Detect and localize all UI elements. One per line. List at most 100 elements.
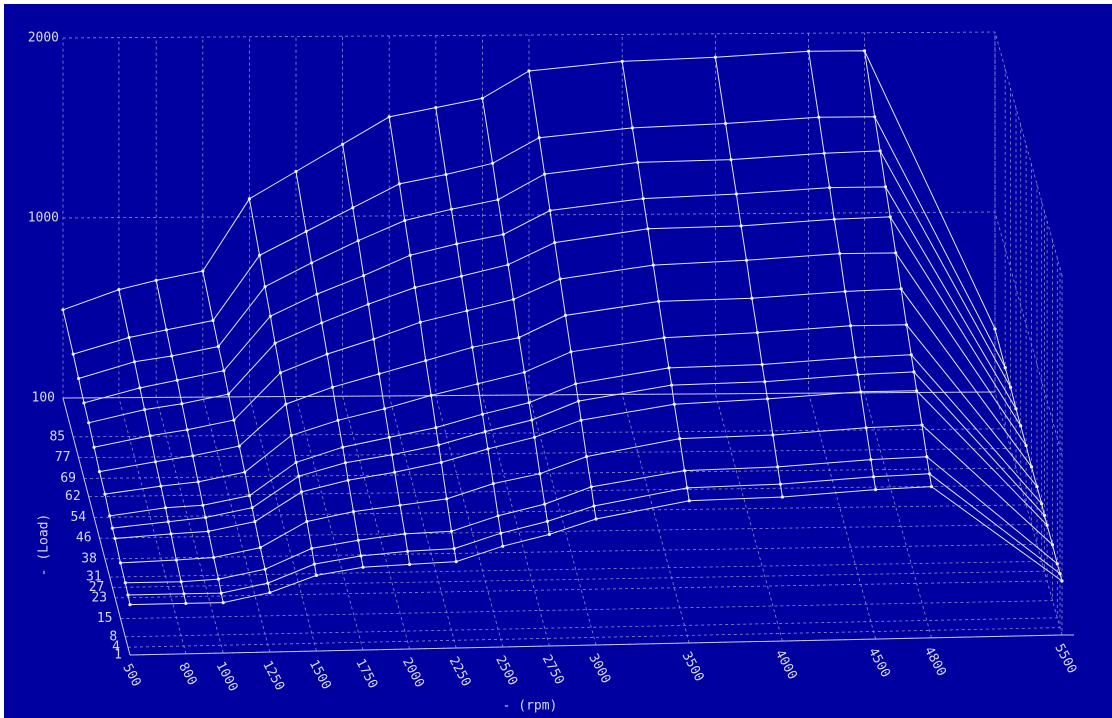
surface-point [646, 227, 650, 231]
surface-point [164, 328, 168, 332]
surface-point [351, 510, 356, 514]
surface-point [226, 392, 231, 396]
y-tick-label: 62 [65, 489, 81, 504]
surface-point [247, 494, 252, 498]
y-tick-label: 27 [89, 580, 105, 595]
surface-point [393, 470, 397, 474]
surface-point [222, 369, 226, 373]
surface-point [325, 352, 329, 356]
y-tick-label: 31 [86, 570, 102, 585]
surface-row [127, 473, 1061, 596]
surface-point [657, 299, 661, 303]
surface-point [667, 366, 671, 370]
surface-point [1019, 424, 1023, 428]
surface-point [182, 592, 186, 596]
surface-point [729, 158, 733, 162]
surface-point [263, 567, 267, 571]
surface-point [341, 445, 345, 449]
surface-row [78, 150, 1012, 388]
surface-point [1045, 523, 1049, 527]
surface-point [253, 520, 257, 524]
surface-point [849, 324, 853, 328]
surface-point [232, 418, 236, 422]
surface-point [390, 453, 394, 457]
surface-point [1060, 579, 1064, 583]
surface-point [869, 458, 873, 462]
surface-point [470, 345, 474, 349]
surface-row [93, 252, 1027, 448]
surface-point [486, 447, 490, 451]
surface-point [670, 383, 674, 387]
surface-point [636, 160, 640, 164]
x-axis-line [129, 634, 1074, 656]
surface-point [543, 172, 547, 176]
floor-grid-line [83, 108, 1017, 479]
surface-point [143, 408, 147, 412]
surface-point [71, 352, 75, 356]
surface-point [299, 490, 304, 494]
floor-grid-line [109, 201, 1043, 578]
surface-row [125, 456, 1058, 584]
surface-point [920, 423, 924, 427]
surface-point [589, 485, 593, 489]
surface-point [445, 497, 449, 501]
surface-point [377, 372, 381, 376]
y-tick-label: 8 [109, 629, 117, 644]
surface-point [1055, 562, 1059, 566]
surface-point [455, 242, 459, 246]
y-tick-label: 38 [81, 551, 97, 566]
surface-point [465, 309, 469, 313]
surface-point [356, 538, 360, 542]
surface-point [439, 460, 443, 464]
surface-point [925, 455, 929, 459]
surface-point [408, 253, 412, 257]
surface-point [778, 482, 783, 486]
surface-point [862, 49, 867, 53]
floor-grid-line [94, 144, 1027, 518]
surface-point [113, 536, 117, 541]
surface-point [123, 581, 127, 585]
surface-point [164, 506, 168, 510]
surface-point [312, 562, 316, 566]
surface-point [522, 370, 527, 374]
z-tick-label: 2000 [28, 31, 59, 46]
y-tick-label: 85 [49, 429, 65, 444]
surface-point [403, 532, 407, 536]
surface-point [132, 360, 137, 364]
surface-point [506, 263, 510, 267]
surface-point [817, 115, 821, 119]
surface-point [838, 252, 842, 256]
surface-point [452, 547, 456, 551]
surface-point [620, 59, 624, 64]
surface-point [594, 517, 598, 521]
surface-point [760, 362, 764, 367]
surface-point [501, 232, 505, 236]
floor-grid-line [120, 240, 1053, 620]
surface-row [99, 288, 1032, 473]
surface-point [148, 434, 152, 438]
surface-point [268, 591, 272, 595]
surface-point [284, 402, 288, 406]
surface-point [1042, 513, 1046, 518]
surface-point [174, 558, 178, 562]
surface-point [459, 274, 464, 278]
surface-row [62, 50, 996, 330]
surface-point [1029, 465, 1034, 469]
surface-point [211, 318, 215, 323]
surface-point [297, 474, 301, 478]
z-tick-label: 1000 [28, 211, 59, 226]
surface-point [268, 314, 272, 318]
surface-point [993, 327, 997, 331]
surface-row [104, 324, 1038, 495]
floor-grid-line [115, 221, 1048, 599]
surface-point [480, 96, 484, 100]
wall-grid-line [62, 211, 1063, 456]
surface-point [873, 115, 877, 119]
surface-point [1014, 407, 1018, 411]
surface-point [491, 482, 495, 486]
surface-point [537, 136, 541, 140]
surface-point [434, 106, 438, 110]
surface-row [73, 116, 1006, 368]
surface-point [366, 302, 370, 306]
surface-point [397, 182, 401, 186]
